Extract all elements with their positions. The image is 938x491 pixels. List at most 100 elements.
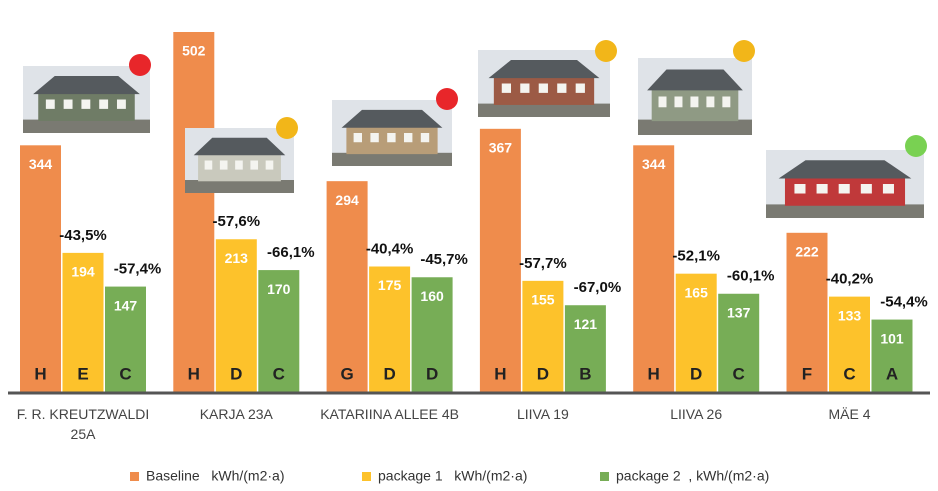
photo-roof bbox=[647, 69, 743, 91]
legend-swatch bbox=[600, 472, 609, 481]
value-label: 147 bbox=[114, 297, 138, 313]
energy-class: C bbox=[733, 364, 745, 383]
photo-roof bbox=[341, 109, 443, 128]
change-label: -54,4% bbox=[880, 294, 928, 311]
photo-ground bbox=[332, 152, 452, 166]
photo-window bbox=[370, 133, 379, 143]
bar bbox=[62, 252, 104, 392]
category-line: LIIVA 19 bbox=[517, 406, 569, 422]
photo-window bbox=[45, 99, 55, 109]
energy-class: C bbox=[843, 364, 855, 383]
photo-window bbox=[250, 160, 259, 170]
value-label: 137 bbox=[727, 304, 751, 320]
value-label: 294 bbox=[335, 192, 359, 208]
photo-window bbox=[63, 99, 73, 109]
category-label: F. R. KREUTZWALDI 25A bbox=[17, 406, 150, 442]
value-label: 344 bbox=[29, 156, 53, 172]
photo-window bbox=[420, 133, 430, 143]
photo-ground bbox=[23, 119, 150, 133]
photo-window bbox=[387, 133, 396, 143]
bar bbox=[675, 273, 717, 392]
value-label: 121 bbox=[574, 316, 598, 332]
change-label: -52,1% bbox=[672, 248, 720, 265]
legend-label: package 1 kWh/(m2·a) bbox=[378, 468, 527, 484]
photo-window bbox=[860, 184, 872, 194]
photo-window bbox=[674, 96, 683, 108]
photo-window bbox=[722, 96, 731, 108]
category-label: KATARIINA ALLEE 4B bbox=[320, 406, 459, 422]
status-dot bbox=[733, 40, 755, 62]
photo-window bbox=[235, 160, 243, 170]
bar bbox=[871, 319, 913, 392]
bar bbox=[633, 145, 675, 392]
category-label: LIIVA 19 bbox=[517, 406, 569, 422]
energy-class: C bbox=[273, 364, 285, 383]
photo-window bbox=[816, 184, 828, 194]
category-line: KARJA 23A bbox=[200, 406, 274, 422]
category-line: 25A bbox=[71, 426, 97, 442]
status-dot bbox=[276, 117, 298, 139]
value-label: 133 bbox=[838, 307, 862, 323]
energy-class: F bbox=[802, 364, 812, 383]
status-dot bbox=[905, 135, 927, 157]
category-label: LIIVA 26 bbox=[670, 406, 722, 422]
photo-ground bbox=[185, 180, 294, 193]
value-label: 222 bbox=[795, 243, 819, 259]
photo-window bbox=[557, 83, 567, 93]
value-label: 502 bbox=[182, 43, 206, 59]
value-label: 170 bbox=[267, 281, 291, 297]
photo-window bbox=[706, 96, 715, 108]
category-line: LIIVA 26 bbox=[670, 406, 722, 422]
legend-label: package 2 , kWh/(m2·a) bbox=[616, 468, 769, 484]
bar bbox=[411, 277, 453, 392]
photo-window bbox=[538, 83, 548, 93]
value-label: 155 bbox=[531, 292, 555, 308]
category-line: F. R. KREUTZWALDI bbox=[17, 406, 150, 422]
photo-ground bbox=[478, 103, 610, 117]
bar bbox=[215, 239, 257, 392]
photo-window bbox=[219, 160, 228, 170]
status-dot bbox=[129, 54, 151, 76]
value-label: 101 bbox=[880, 330, 904, 346]
bar bbox=[718, 293, 760, 392]
bar bbox=[173, 32, 215, 392]
energy-class: B bbox=[579, 364, 591, 383]
energy-class: H bbox=[34, 364, 46, 383]
change-label: -40,4% bbox=[366, 240, 414, 257]
photo-window bbox=[575, 83, 585, 93]
energy-class: E bbox=[77, 364, 88, 383]
change-label: -60,1% bbox=[727, 268, 775, 285]
value-label: 344 bbox=[642, 156, 666, 172]
category-label: KARJA 23A bbox=[200, 406, 274, 422]
bar bbox=[522, 280, 564, 392]
energy-class: H bbox=[494, 364, 506, 383]
photo-roof bbox=[193, 137, 286, 156]
change-label: -57,4% bbox=[114, 261, 162, 278]
energy-class: D bbox=[383, 364, 395, 383]
bar bbox=[369, 266, 411, 392]
change-label: -45,7% bbox=[420, 251, 468, 268]
change-label: -67,0% bbox=[574, 279, 622, 296]
bar bbox=[786, 232, 828, 392]
value-label: 160 bbox=[420, 288, 444, 304]
status-dot bbox=[436, 88, 458, 110]
photo-ground bbox=[766, 204, 924, 218]
category-line: KATARIINA ALLEE 4B bbox=[320, 406, 459, 422]
energy-class: D bbox=[230, 364, 242, 383]
bar bbox=[105, 286, 146, 392]
photo-roof bbox=[33, 76, 140, 95]
photo-window bbox=[658, 96, 667, 108]
bar bbox=[258, 270, 300, 392]
energy-class: C bbox=[119, 364, 131, 383]
energy-class: H bbox=[188, 364, 200, 383]
photo-window bbox=[690, 96, 699, 108]
photo-window bbox=[265, 160, 274, 170]
legend-swatch bbox=[130, 472, 139, 481]
energy-class: H bbox=[648, 364, 660, 383]
bar bbox=[479, 128, 521, 392]
bar bbox=[20, 145, 61, 392]
photo-roof bbox=[488, 60, 600, 79]
photo-window bbox=[838, 184, 850, 194]
value-label: 194 bbox=[71, 264, 95, 280]
energy-class: D bbox=[537, 364, 549, 383]
